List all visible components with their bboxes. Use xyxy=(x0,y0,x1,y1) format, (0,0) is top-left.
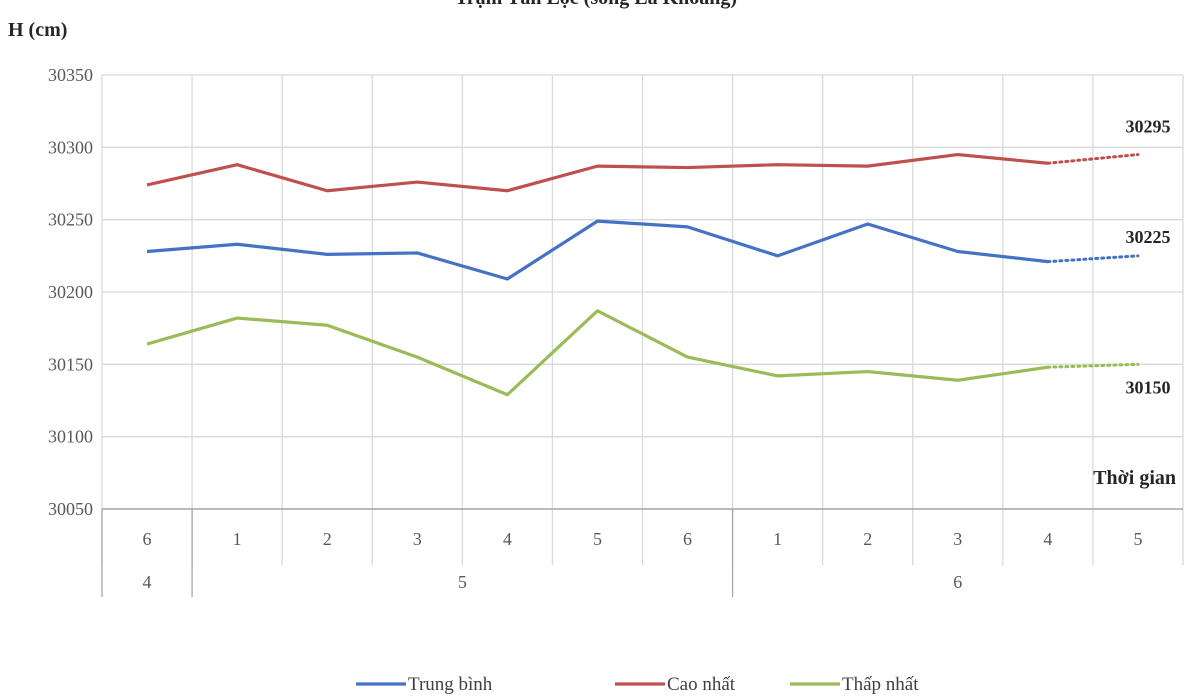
forecast-label: 30295 xyxy=(1126,117,1171,137)
legend: Trung bình Cao nhất Thấp nhất xyxy=(356,674,919,695)
x-tick-label: 1 xyxy=(233,529,242,549)
y-tick-label: 30250 xyxy=(48,210,93,230)
x-tick-label: 3 xyxy=(953,529,962,549)
x-tick-label: 4 xyxy=(1043,529,1052,549)
legend-label: Thấp nhất xyxy=(842,674,919,695)
forecast-label: 30225 xyxy=(1126,227,1171,247)
x-tick-label: 5 xyxy=(593,529,602,549)
y-tick-label: 30050 xyxy=(48,499,93,519)
forecast-line xyxy=(1046,153,1140,165)
x-tick-label: 1 xyxy=(773,529,782,549)
series-line xyxy=(146,219,1049,281)
legend-label: Trung bình xyxy=(408,674,493,695)
forecast-line xyxy=(1046,254,1140,264)
legend-label: Cao nhất xyxy=(667,674,736,695)
grid xyxy=(101,74,1184,510)
x-axis-title: Thời gian xyxy=(1093,467,1176,489)
x-group-label: 4 xyxy=(143,572,152,592)
y-tick-label: 30150 xyxy=(48,354,93,374)
x-tick-label: 6 xyxy=(143,529,152,549)
forecast-label: 30150 xyxy=(1126,377,1171,397)
y-tick-label: 30300 xyxy=(48,137,93,157)
series-line xyxy=(146,152,1049,193)
x-group-label: 5 xyxy=(458,572,467,592)
x-tick-label: 3 xyxy=(413,529,422,549)
chart-title: Trạm Tân Lộc (sông Lá Khoang) xyxy=(455,0,737,9)
y-tick-label: 30350 xyxy=(48,65,93,85)
axes: 30050 30100 30150 30200 30250 30300 30350 6 1 2 3 4… xyxy=(48,65,1184,597)
y-axis-title: H (cm) xyxy=(8,19,67,41)
x-tick-label: 2 xyxy=(323,529,332,549)
x-tick-label: 4 xyxy=(503,529,512,549)
x-group-label: 6 xyxy=(953,572,962,592)
y-tick-label: 30100 xyxy=(48,427,93,447)
forecast-line xyxy=(1046,362,1140,369)
x-tick-label: 2 xyxy=(863,529,872,549)
x-tick-label: 5 xyxy=(1133,529,1142,549)
series-line xyxy=(146,309,1049,397)
y-tick-label: 30200 xyxy=(48,282,93,302)
series: 30225 30295 30150 xyxy=(146,117,1171,397)
x-tick-label: 6 xyxy=(683,529,692,549)
